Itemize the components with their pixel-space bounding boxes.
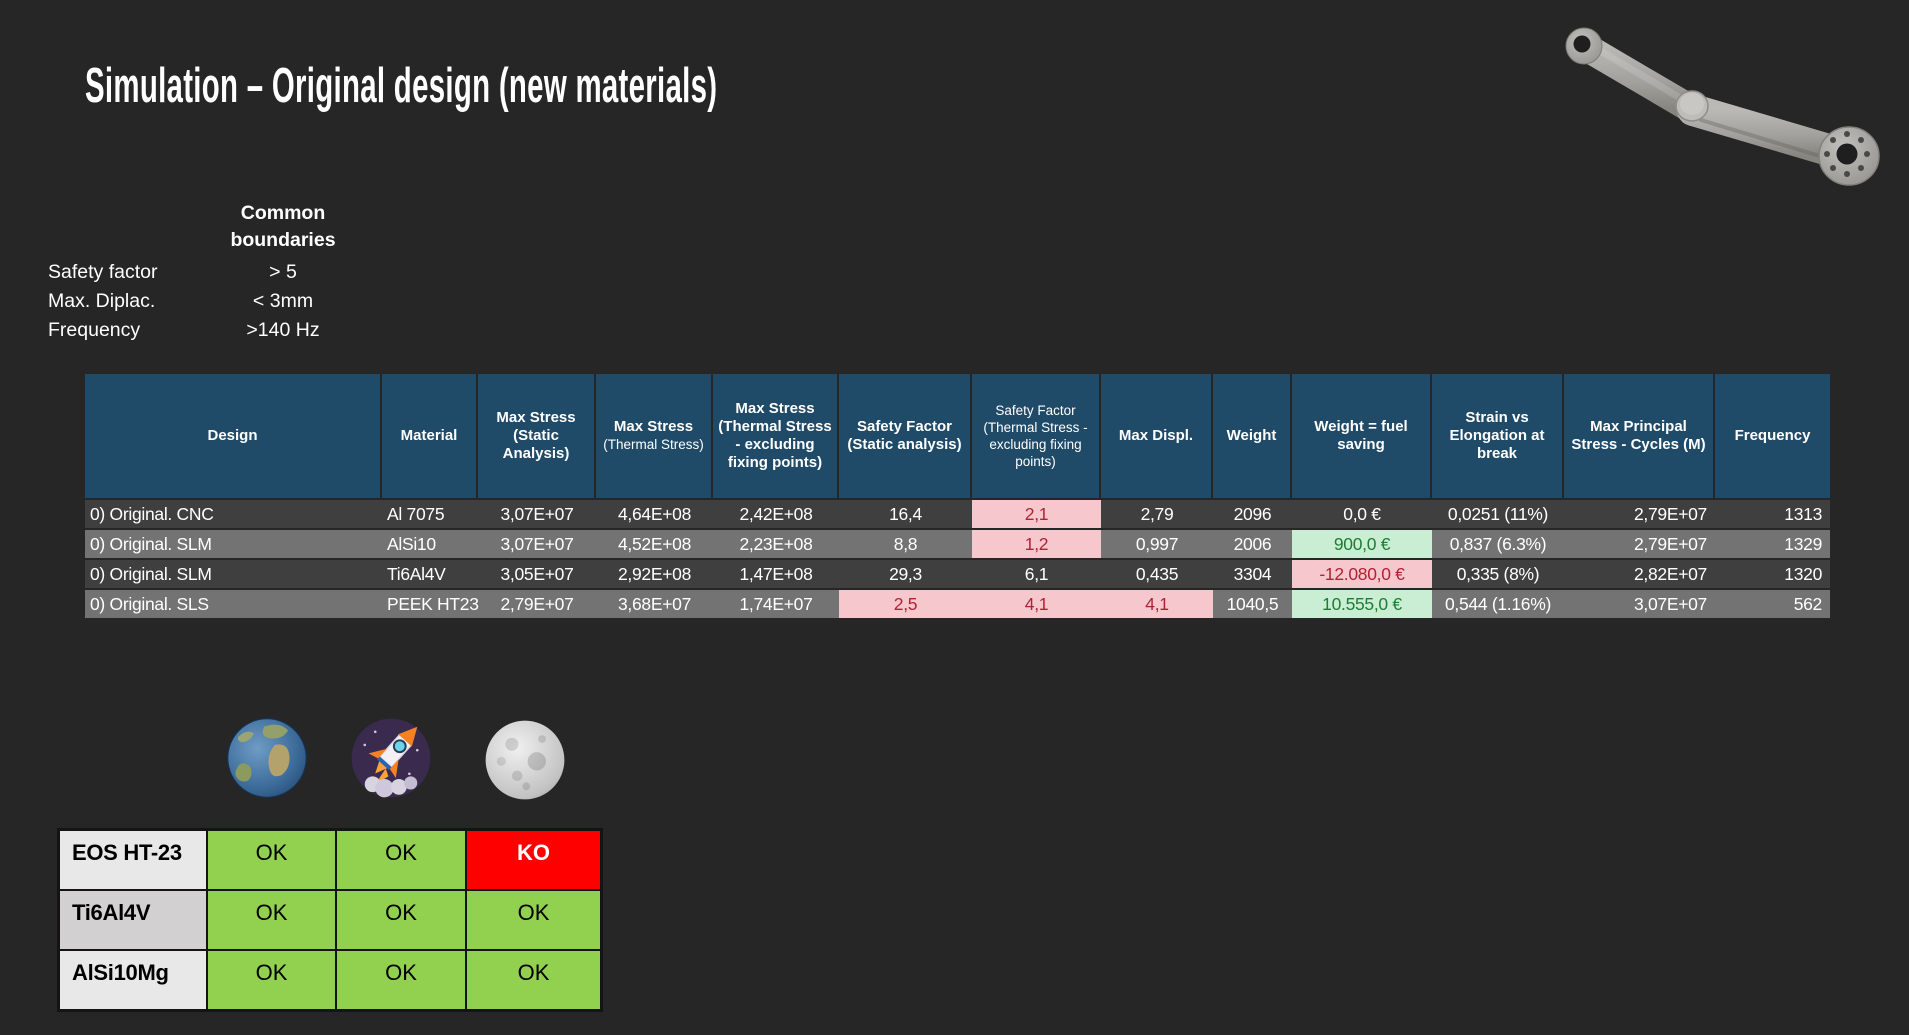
column-header-max-stress-thermal-excl: Max Stress (Thermal Stress - excluding f… — [713, 374, 839, 498]
boundary-value-frequency: >140 Hz — [246, 319, 320, 341]
results-cell-max-displ: 4,1 — [1101, 590, 1213, 618]
results-table-header-row: Design Material Max Stress (Static Analysi… — [85, 374, 1830, 498]
lever-arm-illustration — [1565, 27, 1880, 186]
column-header-frequency: Frequency — [1715, 374, 1830, 498]
rocket-icon — [349, 716, 433, 800]
results-cell-weight: 1040,5 — [1226, 593, 1279, 614]
results-cell-safety-factor-thermal: 2,1 — [972, 500, 1101, 528]
matrix-cell-rocket-ok: OK — [337, 951, 465, 1009]
results-cell-safety-factor-static: 2,5 — [839, 590, 972, 618]
results-cell-max-displ: 0,435 — [1135, 563, 1179, 584]
results-cell-weight-fuel-saving: -12.080,0 € — [1292, 560, 1432, 588]
results-cell-material: Ti6Al4V — [387, 563, 446, 584]
column-header-max-stress-thermal: Max Stress (Thermal Stress) — [596, 374, 713, 498]
results-cell-safety-factor-static: 16,4 — [889, 503, 922, 524]
results-cell-weight: 3304 — [1233, 563, 1272, 584]
results-cell-design: 0) Original. SLM — [90, 533, 212, 554]
matrix-cell-rocket-ok: OK — [337, 891, 465, 949]
results-cell-safety-factor-static: 8,8 — [893, 533, 918, 554]
results-cell-frequency: 562 — [1793, 593, 1823, 614]
column-header-material: Material — [382, 374, 478, 498]
results-cell-strain-vs-elongation: 0,837 (6.3%) — [1449, 533, 1547, 554]
earth-icon — [225, 716, 309, 800]
column-header-strain-vs-elongation: Strain vs Elongation at break — [1432, 374, 1564, 498]
results-cell-safety-factor-thermal: 4,1 — [972, 590, 1101, 618]
results-cell-weight-fuel-saving: 900,0 € — [1292, 530, 1432, 558]
results-row-2: 0) Original. SLM Ti6Al4V 3,05E+07 2,92E+08 1… — [85, 560, 1830, 588]
results-cell-design: 0) Original. CNC — [90, 503, 214, 524]
results-cell-strain-vs-elongation: 0,544 (1.16%) — [1444, 593, 1552, 614]
matrix-cell-earth-ok: OK — [208, 831, 335, 889]
results-cell-max-stress-thermal: 3,68E+07 — [617, 593, 692, 614]
results-cell-max-stress-static: 3,07E+07 — [500, 503, 574, 524]
results-cell-max-stress-static: 3,05E+07 — [500, 563, 574, 584]
results-cell-max-principal-stress: 2,82E+07 — [1633, 563, 1707, 584]
results-cell-safety-factor-thermal: 6,1 — [1024, 563, 1049, 584]
matrix-cell-moon-ok: OK — [467, 951, 600, 1009]
slide-title: Simulation – Original design (new materi… — [85, 59, 718, 113]
column-header-safety-factor-static: Safety Factor (Static analysis) — [839, 374, 972, 498]
results-table: Design Material Max Stress (Static Analysi… — [85, 374, 1830, 618]
results-cell-safety-factor-thermal: 1,2 — [972, 530, 1101, 558]
results-cell-max-stress-thermal-excl: 2,23E+08 — [739, 533, 813, 554]
results-cell-max-displ: 2,79 — [1140, 503, 1174, 524]
boundary-value-safety-factor: > 5 — [269, 261, 297, 283]
column-header-safety-factor-thermal: Safety Factor (Thermal Stress - excludin… — [972, 374, 1101, 498]
results-cell-strain-vs-elongation: 0,335 (8%) — [1456, 563, 1540, 584]
boundary-value-max-displacement: < 3mm — [252, 290, 314, 312]
results-cell-max-stress-thermal-excl: 1,47E+08 — [739, 563, 813, 584]
results-cell-max-displ: 0,997 — [1135, 533, 1179, 554]
matrix-material-label: AlSi10Mg — [60, 951, 206, 1009]
boundary-label-max-displacement: Max. Diplac. — [48, 290, 156, 312]
column-header-max-stress-static: Max Stress (Static Analysis) — [478, 374, 596, 498]
results-cell-design: 0) Original. SLS — [90, 593, 209, 614]
results-cell-weight: 2006 — [1233, 533, 1272, 554]
boundary-label-frequency: Frequency — [48, 319, 141, 341]
column-header-max-principal-stress: Max Principal Stress - Cycles (M) — [1564, 374, 1715, 498]
results-row-3: 0) Original. SLS PEEK HT23 2,79E+07 3,68E+0… — [85, 590, 1830, 618]
results-cell-max-principal-stress: 2,79E+07 — [1633, 503, 1707, 524]
results-cell-frequency: 1320 — [1784, 563, 1822, 584]
results-row-0: 0) Original. CNC Al 7075 3,07E+07 4,64E+08 2… — [85, 500, 1830, 528]
results-cell-safety-factor-static: 29,3 — [889, 563, 922, 584]
results-cell-max-stress-thermal: 4,64E+08 — [617, 503, 692, 524]
results-cell-frequency: 1313 — [1784, 503, 1822, 524]
matrix-material-label: Ti6Al4V — [60, 891, 206, 949]
results-cell-material: AlSi10 — [387, 533, 436, 554]
matrix-material-label: EOS HT-23 — [60, 831, 206, 889]
column-header-weight-fuel-saving: Weight = fuel saving — [1292, 374, 1432, 498]
boundary-label-safety-factor: Safety factor — [48, 261, 158, 283]
matrix-cell-rocket-ok: OK — [337, 831, 465, 889]
common-boundaries-header: Common boundaries — [230, 202, 336, 251]
results-cell-weight-fuel-saving: 10.555,0 € — [1292, 590, 1432, 618]
column-header-design: Design — [85, 374, 382, 498]
results-cell-weight: 2096 — [1233, 503, 1272, 524]
results-cell-max-principal-stress: 2,79E+07 — [1633, 533, 1707, 554]
results-cell-frequency: 1329 — [1784, 533, 1822, 554]
results-cell-material: PEEK HT23 — [387, 593, 479, 614]
results-cell-weight-fuel-saving: 0,0 € — [1343, 503, 1381, 524]
matrix-cell-earth-ok: OK — [208, 891, 335, 949]
column-header-weight: Weight — [1213, 374, 1292, 498]
column-header-max-displ: Max Displ. — [1101, 374, 1213, 498]
results-cell-design: 0) Original. SLM — [90, 563, 212, 584]
moon-icon — [483, 718, 567, 802]
matrix-cell-moon-ok: OK — [467, 891, 600, 949]
results-cell-max-stress-thermal-excl: 2,42E+08 — [739, 503, 813, 524]
results-cell-strain-vs-elongation: 0,0251 (11%) — [1447, 503, 1549, 524]
matrix-cell-moon-ko: KO — [467, 831, 600, 889]
results-row-1: 0) Original. SLM AlSi10 3,07E+07 4,52E+08 2,… — [85, 530, 1830, 558]
results-cell-max-principal-stress: 3,07E+07 — [1633, 593, 1707, 614]
results-cell-max-stress-static: 2,79E+07 — [500, 593, 574, 614]
results-cell-max-stress-thermal: 4,52E+08 — [617, 533, 692, 554]
results-cell-max-stress-static: 3,07E+07 — [500, 533, 574, 554]
results-cell-max-stress-thermal: 2,92E+08 — [617, 563, 692, 584]
results-cell-material: Al 7075 — [387, 503, 445, 524]
common-boundaries: Common boundaries Safety factor > 5 Max.… — [48, 200, 362, 345]
matrix-cell-earth-ok: OK — [208, 951, 335, 1009]
lever-arm-3d-render — [1561, 4, 1895, 204]
results-cell-max-stress-thermal-excl: 1,74E+07 — [739, 593, 813, 614]
materials-matrix: EOS HT-23 OK OK KO Ti6Al4V OK OK OK AlSi10Mg OK OK… — [57, 828, 603, 1012]
